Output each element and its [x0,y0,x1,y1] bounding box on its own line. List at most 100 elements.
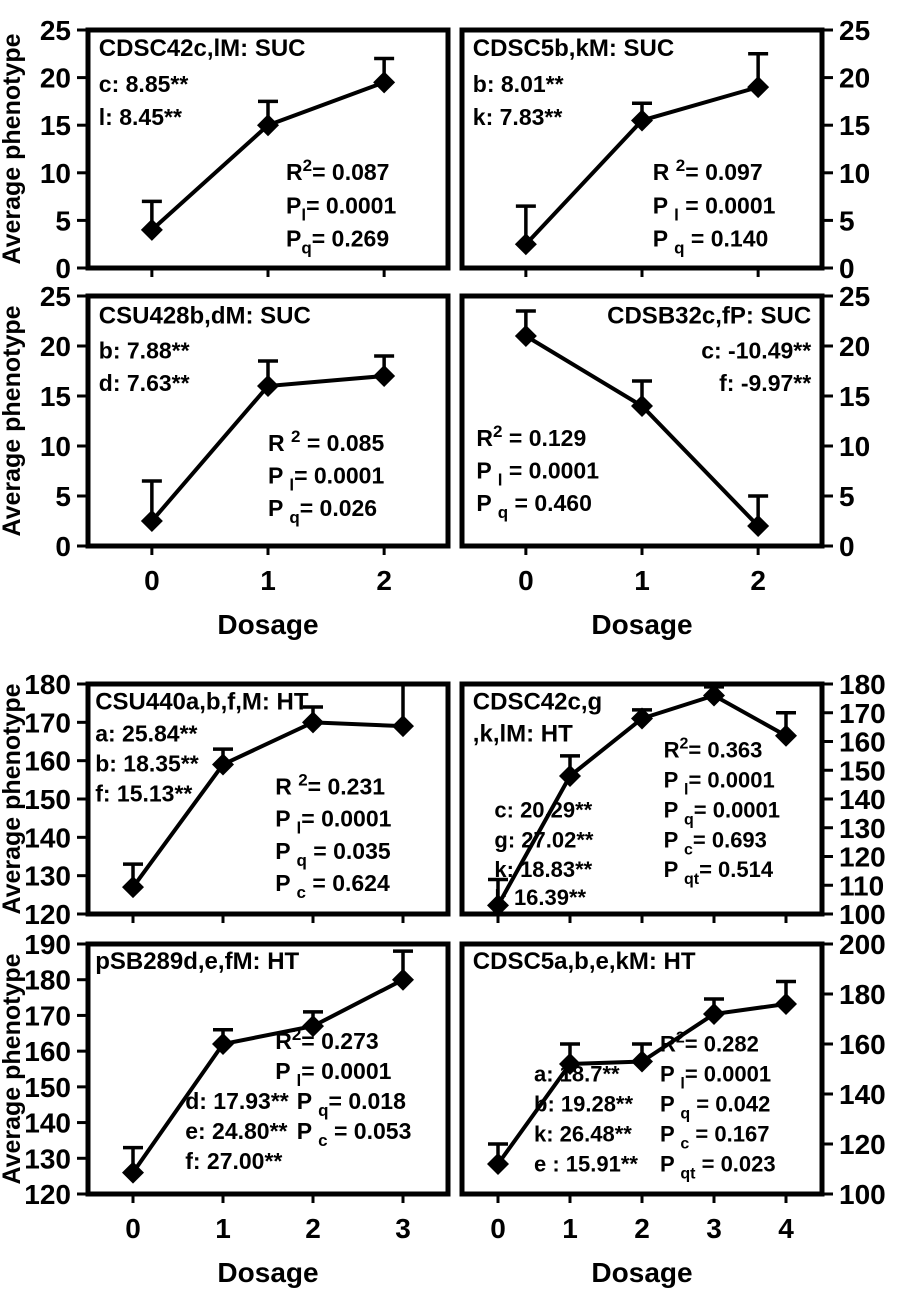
data-marker [212,753,234,776]
x-tick-label: 2 [634,1213,650,1244]
panel-annotation: P q = 0.035 [275,838,391,870]
y-tick-label: 5 [55,205,71,236]
panel-annotation: a: 18.7** [534,1062,620,1087]
x-tick-label: 3 [395,1213,411,1244]
panel-annotation: CDSC42c,lM: SUC [99,35,306,62]
panel-annotation: c: -10.49** [701,338,811,364]
data-marker [487,1153,509,1175]
panel-annotation: d: 7.63** [99,370,190,396]
data-marker [302,1015,324,1038]
y-tick-label: 120 [839,1129,886,1160]
x-axis-title: Dosage [217,609,318,640]
y-tick-label: 150 [839,755,886,786]
panel-annotation: CDSC5b,kM: SUC [473,35,674,62]
panel-annotation: e: 24.80** [185,1118,287,1144]
x-tick-label: 2 [376,565,392,596]
y-tick-label: 20 [839,331,870,362]
x-tick-label: 1 [562,1213,578,1244]
y-tick-label: 180 [24,965,71,996]
y-tick-label: 25 [40,15,71,46]
data-marker [631,395,653,417]
y-tick-label: 10 [839,431,870,462]
x-tick-label: 0 [144,565,160,596]
y-tick-label: 25 [839,281,870,312]
panel-annotation: pSB289d,e,fM: HT [95,948,299,975]
x-tick-label: 3 [706,1213,722,1244]
data-marker [122,876,144,899]
panel-annotation: P q= 0.026 [268,495,377,527]
x-tick-label: 0 [490,1213,506,1244]
panel-border [85,27,451,271]
y-tick-label: 10 [839,158,870,189]
panel-annotation: P l= 0.0001 [275,806,391,838]
y-tick-label: 150 [24,784,71,815]
panel-ht-psb289: 120 130 140 150 160 170 180 190 0 1 2 3 Dosage Averag… [0,929,451,1288]
panel-border [85,293,451,549]
data-marker [514,233,537,256]
y-tick-label: 5 [839,481,855,512]
y-tick-label: 0 [839,531,855,562]
data-marker [487,894,509,917]
y-tick-label: 5 [839,205,855,236]
panel-annotation: f: 15.13** [95,780,192,806]
y-tick-label: 130 [839,813,886,844]
panel-border [459,293,825,549]
y-tick-label: 120 [839,842,886,873]
panel-annotation: P qt= 0.514 [664,857,774,888]
y-tick-label: 150 [24,1072,71,1103]
panel-annotation: b: 7.88** [99,338,190,364]
panel-annotation: P c= 0.693 [664,827,767,858]
panel-annotation: CSU428b,dM: SUC [99,303,311,330]
y-tick-label: 15 [40,110,71,141]
data-marker [373,365,396,387]
y-tick-label: 0 [839,253,855,284]
x-tick-label: 2 [750,565,766,596]
panel-annotation: a: 25.84** [95,721,197,747]
panel-suc-csu428b: 0 5 10 15 20 25 0 1 2 Dosage Average phenotype CSU4… [0,281,451,640]
data-marker [140,218,163,241]
data-marker [514,325,537,347]
panel-annotation: g: 27.02** [494,827,593,852]
y-tick-label: 100 [839,899,886,930]
y-tick-label: 140 [24,822,71,853]
y-tick-label: 15 [839,110,870,141]
y-tick-label: 160 [839,727,886,758]
y-axis-title: Average phenotype [0,683,26,914]
y-tick-label: 180 [839,669,886,700]
x-tick-label: 1 [634,565,650,596]
series-line [131,720,404,889]
panel-annotation: P q = 0.042 [660,1092,770,1123]
panel-suc-cdsc42c: 0 5 10 15 20 25 Average phenotype CDSC42c,lM: S… [0,15,451,284]
y-axis-title: Average phenotype [0,33,26,264]
panel-annotation: R2= 0.282 [660,1030,759,1057]
y-tick-label: 20 [839,63,870,94]
data-marker [703,1003,725,1025]
y-tick-label: 160 [24,1036,71,1067]
y-tick-label: 20 [40,63,71,94]
y-tick-label: 15 [40,381,71,412]
panel-border [459,27,825,271]
x-tick-label: 1 [215,1213,231,1244]
y-tick-label: 190 [24,929,71,960]
panel-annotation: P c = 0.053 [297,1118,412,1150]
panel-annotation: k: 26.48** [534,1122,632,1147]
panel-annotation: P q = 0.140 [653,226,769,258]
panel-annotation: P l= 0.0001 [660,1062,771,1093]
x-tick-label: 0 [518,565,534,596]
y-tick-label: 10 [40,158,71,189]
y-tick-label: 140 [839,784,886,815]
panel-annotation: P qt = 0.023 [660,1152,776,1183]
series-line [131,977,404,1174]
y-tick-label: 200 [839,929,886,960]
panel-annotation: R 2= 0.097 [653,156,763,185]
x-tick-label: 1 [260,565,276,596]
y-tick-label: 20 [40,331,71,362]
panel-annotation: R 2 = 0.085 [268,427,384,456]
y-tick-label: 140 [839,1079,886,1110]
data-marker [747,515,770,537]
data-marker [392,715,414,738]
panel-annotation: ,k,lM: HT [473,721,573,748]
